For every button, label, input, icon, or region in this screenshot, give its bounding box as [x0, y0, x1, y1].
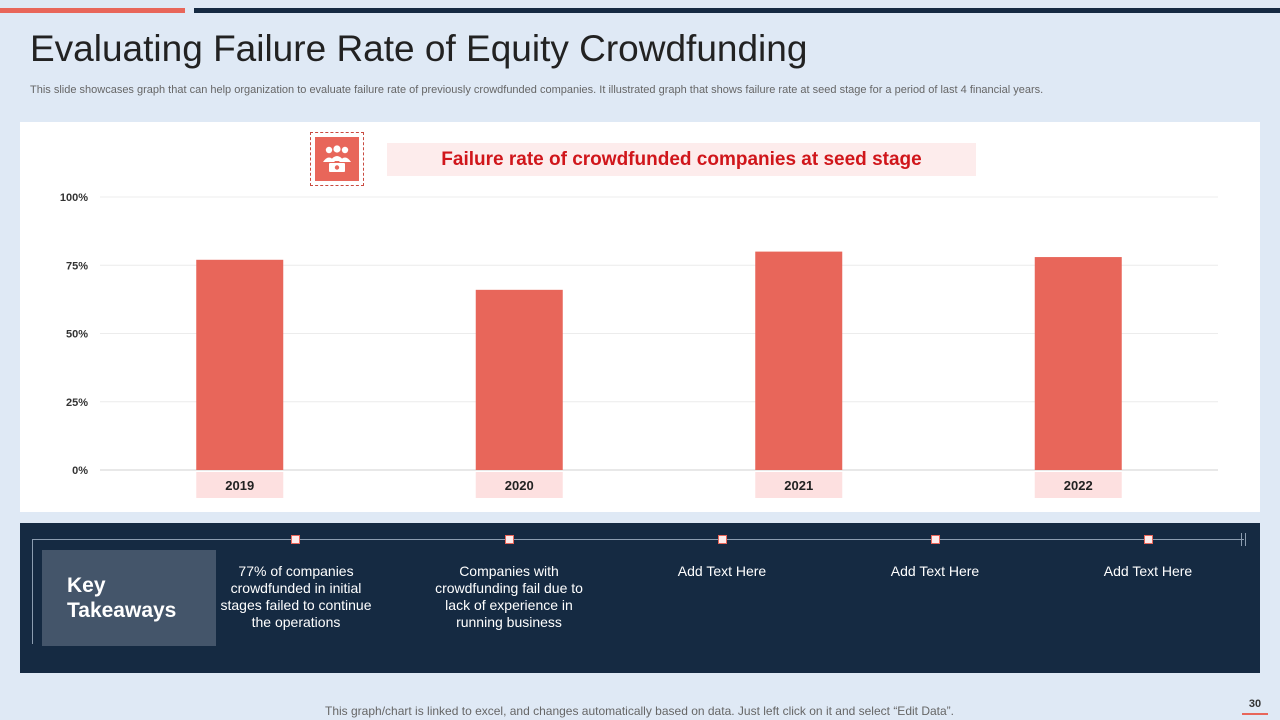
- footer-note: This graph/chart is linked to excel, and…: [325, 704, 954, 718]
- bar-2019[interactable]: [196, 259, 284, 470]
- takeaway-text-1[interactable]: 77% of companies crowdfunded in initial …: [220, 563, 372, 630]
- x-tick-label: 2019: [225, 478, 254, 493]
- chart-panel[interactable]: 0% 25% 50% 75% 100% 2019 2020 2021 2022 Failure …: [20, 122, 1260, 512]
- bar-2020[interactable]: [475, 289, 563, 470]
- slide-subtitle: This slide showcases graph that can help…: [30, 84, 1044, 96]
- takeaway-text-2[interactable]: Companies with crowdfunding fail due to …: [435, 563, 583, 630]
- x-tick-label: 2022: [1064, 478, 1093, 493]
- takeaway-text-4[interactable]: Add Text Here: [890, 563, 980, 579]
- timeline-left-border: [32, 539, 33, 644]
- page-number: 30: [1242, 698, 1268, 715]
- chart-title: Failure rate of crowdfunded companies at…: [387, 143, 976, 176]
- y-tick-label: 75%: [66, 260, 88, 272]
- slide-title: Evaluating Failure Rate of Equity Crowdf…: [30, 28, 808, 69]
- takeaway-text-5[interactable]: Add Text Here: [1103, 563, 1193, 579]
- x-tick-label-bg: [196, 472, 284, 498]
- timeline-marker: [291, 535, 300, 544]
- crowd-people-icon: [315, 137, 359, 181]
- timeline-marker: [718, 535, 727, 544]
- y-tick-label: 100%: [60, 192, 88, 204]
- timeline-line: [32, 539, 1244, 540]
- y-tick-label: 50%: [66, 329, 88, 341]
- timeline-end-tick: [1241, 533, 1242, 546]
- timeline-marker: [931, 535, 940, 544]
- x-tick-label-bg: [1034, 472, 1122, 498]
- timeline-marker: [505, 535, 514, 544]
- key-takeaways-panel: Key Takeaways 77% of companies crowdfund…: [20, 523, 1260, 673]
- takeaway-text-3[interactable]: Add Text Here: [677, 563, 767, 579]
- x-tick-label-bg: [475, 472, 563, 498]
- top-accent-bar-navy: [194, 8, 1280, 13]
- x-tick-label-bg: [755, 472, 843, 498]
- timeline-marker: [1144, 535, 1153, 544]
- bar-2022[interactable]: [1034, 257, 1122, 470]
- bar-2021[interactable]: [755, 251, 843, 470]
- x-tick-label: 2021: [784, 478, 813, 493]
- y-tick-label: 0%: [72, 465, 88, 477]
- bar-chart[interactable]: 0% 25% 50% 75% 100% 2019 2020 2021 2022: [20, 122, 1260, 512]
- x-tick-label: 2020: [505, 478, 534, 493]
- timeline-end-tick: [1245, 533, 1246, 546]
- y-tick-label: 25%: [66, 397, 88, 409]
- chart-icon-frame: [310, 132, 364, 186]
- key-takeaways-heading: Key Takeaways: [42, 550, 216, 646]
- top-accent-bar-red: [0, 8, 185, 13]
